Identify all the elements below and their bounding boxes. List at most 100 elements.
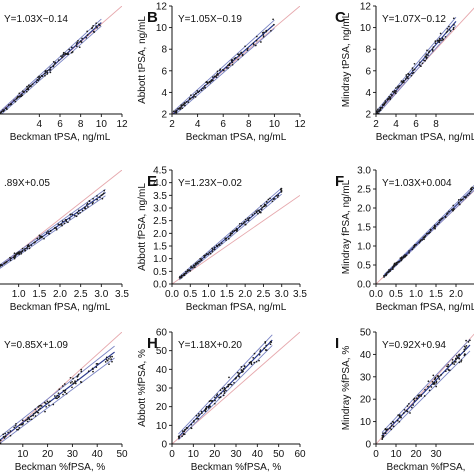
data-point [470,187,473,190]
data-point [412,71,415,74]
data-point [401,81,404,84]
data-point [71,386,73,389]
data-point [381,434,384,437]
data-point [460,198,462,201]
data-point [246,49,249,52]
y-tick-label: 60 [156,328,168,339]
data-point [447,363,450,366]
data-point [48,233,51,235]
data-point [463,350,465,353]
data-point [13,426,16,429]
data-point [35,410,38,413]
data-point [180,276,183,279]
data-point [180,106,182,108]
data-point [69,213,72,216]
data-point [0,439,1,442]
data-point [38,234,41,237]
y-axis-title: Abbott %fPSA, % [137,349,148,427]
panel-letter: H [147,335,158,352]
data-point [402,79,405,82]
plot-area [376,7,474,114]
data-point [242,222,245,224]
y-tick-label: 20 [156,402,168,413]
data-point [92,24,95,27]
data-point [230,383,233,386]
data-point [27,416,30,419]
identity-line [172,194,300,284]
panel-letter: E [147,173,157,190]
y-axis-title: Abbott fPSA, ng/mL [137,183,148,271]
x-tick-label: 30 [430,449,442,460]
panel-h: 0 10 20 30 40 50 60 0 10 20 30 40 50 60 Beckman %fPSA,… [137,328,306,474]
data-point [68,218,71,220]
data-point [230,232,232,235]
data-point [262,34,265,36]
data-point [70,46,73,49]
ci-upper-line [383,184,474,275]
data-point [405,76,408,78]
data-point [38,404,41,407]
data-point [273,197,276,200]
data-point [434,225,437,228]
x-tick-label: 4 [37,119,43,130]
data-point [412,246,415,249]
data-point [59,224,61,226]
data-point [179,108,182,110]
data-point [55,228,58,231]
data-point [102,192,105,195]
data-point [390,422,393,425]
data-point [110,358,112,360]
data-point [427,54,429,56]
data-point [87,370,90,373]
data-point [275,194,278,197]
data-point [389,270,392,272]
data-point [413,400,416,402]
data-point [190,265,192,268]
x-tick-label: 60 [294,449,306,460]
data-point [269,343,272,346]
data-point [436,40,439,42]
data-point [389,427,391,429]
data-point [257,212,259,215]
data-point [48,69,51,71]
data-point [78,46,81,49]
x-tick-label: 0.5 [389,289,403,300]
data-point [185,272,187,275]
data-point [240,366,243,368]
data-point [398,415,401,418]
data-point [52,403,55,406]
data-point [208,406,210,408]
x-tick-label: 10 [390,449,402,460]
data-point [244,223,247,226]
data-point [2,435,5,438]
data-point [262,205,265,208]
data-point [96,198,98,201]
data-point [467,341,470,343]
data-point [219,69,221,72]
data-point [19,424,21,426]
data-point [434,376,437,379]
data-point [386,428,389,431]
data-point [183,430,186,433]
data-point [6,108,8,111]
data-point [218,244,220,246]
data-point [46,71,49,74]
data-point [15,423,17,425]
ci-upper-line [0,345,115,438]
data-point [65,220,68,223]
data-point [413,68,416,71]
data-point [177,107,179,110]
data-point [261,206,264,209]
data-point [45,402,47,405]
data-point [413,62,416,65]
y-axis-title: Mindray tPSA, ng/mL [341,12,352,107]
data-point [62,51,65,54]
data-point [85,36,88,39]
data-point [223,392,226,394]
data-point [400,257,403,260]
data-point [13,252,16,255]
data-point [199,260,201,263]
data-point [46,400,49,403]
data-point [46,69,49,72]
data-point [0,111,2,114]
